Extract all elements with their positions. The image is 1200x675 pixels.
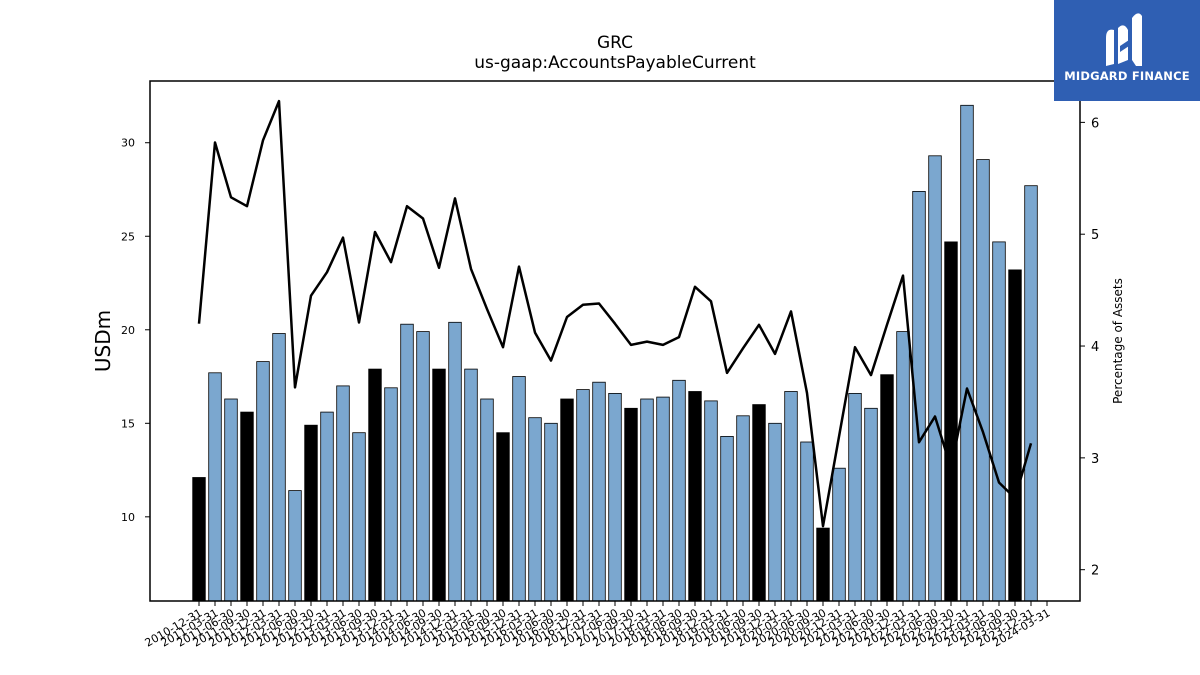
y-tick-label-left: 25 bbox=[121, 230, 135, 243]
y-tick-label-right: 5 bbox=[1091, 228, 1099, 243]
bar-quarterly bbox=[512, 376, 526, 602]
bar-quarterly bbox=[592, 381, 606, 602]
bar-quarterly bbox=[208, 372, 222, 602]
y-tick-label-right: 2 bbox=[1091, 564, 1099, 579]
y-tick-label-left: 20 bbox=[121, 324, 135, 337]
bar-quarterly bbox=[848, 392, 862, 602]
bar-quarterly bbox=[448, 321, 462, 602]
bar-annual bbox=[1008, 269, 1022, 602]
bar-annual bbox=[688, 391, 702, 602]
chart-title: GRC bbox=[597, 33, 633, 53]
bar-quarterly bbox=[800, 441, 814, 602]
y-axis-label-right: Percentage of Assets bbox=[1111, 278, 1125, 404]
midgard-m-icon bbox=[1106, 13, 1142, 66]
bar-quarterly bbox=[352, 432, 366, 602]
bar-quarterly bbox=[528, 417, 542, 602]
bar-quarterly bbox=[736, 415, 750, 602]
bar-quarterly bbox=[784, 391, 798, 602]
bar-quarterly bbox=[320, 411, 334, 602]
bar-quarterly bbox=[832, 467, 846, 602]
bar-quarterly bbox=[896, 331, 910, 602]
bar-quarterly bbox=[960, 104, 974, 602]
bar-quarterly bbox=[992, 241, 1006, 602]
y-tick-label-left: 10 bbox=[121, 511, 135, 524]
logo-text: MIDGARD FINANCE bbox=[1064, 69, 1190, 83]
bar-quarterly bbox=[864, 407, 878, 602]
bar-quarterly bbox=[976, 159, 990, 602]
bar-quarterly bbox=[288, 490, 302, 602]
bar-quarterly bbox=[400, 323, 414, 602]
bar-annual bbox=[240, 411, 254, 602]
bar-quarterly bbox=[480, 398, 494, 602]
series-line-percentage-of-assets bbox=[197, 99, 1033, 528]
bar-quarterly bbox=[1024, 185, 1038, 602]
bar-annual bbox=[624, 407, 638, 602]
y-tick-label-left: 30 bbox=[121, 137, 135, 150]
bar-quarterly bbox=[768, 422, 782, 602]
y-tick-label-right: 6 bbox=[1091, 116, 1099, 131]
bar-quarterly bbox=[384, 387, 398, 602]
bar-quarterly bbox=[224, 398, 238, 602]
bar-quarterly bbox=[656, 396, 670, 602]
bar-annual bbox=[560, 398, 574, 602]
bar-annual bbox=[368, 368, 382, 602]
bar-annual bbox=[752, 404, 766, 602]
bar-annual bbox=[880, 374, 894, 602]
bar-annual bbox=[944, 241, 958, 602]
bar-annual bbox=[304, 424, 318, 602]
bar-quarterly bbox=[416, 331, 430, 602]
bar-quarterly bbox=[256, 361, 270, 602]
bar-quarterly bbox=[336, 385, 350, 602]
y-axis-label-left: USDm bbox=[91, 310, 115, 372]
bar-annual bbox=[192, 477, 206, 602]
bar-annual bbox=[496, 432, 510, 602]
chart-subtitle: us-gaap:AccountsPayableCurrent bbox=[474, 53, 756, 73]
bar-quarterly bbox=[272, 333, 286, 602]
y-tick-label-left: 15 bbox=[121, 417, 135, 430]
bar-quarterly bbox=[464, 368, 478, 602]
y-tick-label-right: 3 bbox=[1091, 452, 1099, 467]
bar-quarterly bbox=[672, 379, 686, 602]
bar-quarterly bbox=[704, 400, 718, 602]
bar-quarterly bbox=[608, 392, 622, 602]
y-tick-label-right: 4 bbox=[1091, 340, 1099, 355]
bar-quarterly bbox=[720, 435, 734, 602]
bar-annual bbox=[816, 527, 830, 602]
bar-quarterly bbox=[576, 389, 590, 602]
midgard-finance-logo: MIDGARD FINANCE bbox=[1054, 0, 1200, 101]
bar-quarterly bbox=[544, 422, 558, 602]
bar-quarterly bbox=[640, 398, 654, 602]
bar-quarterly bbox=[928, 155, 942, 602]
bar-annual bbox=[432, 368, 446, 602]
